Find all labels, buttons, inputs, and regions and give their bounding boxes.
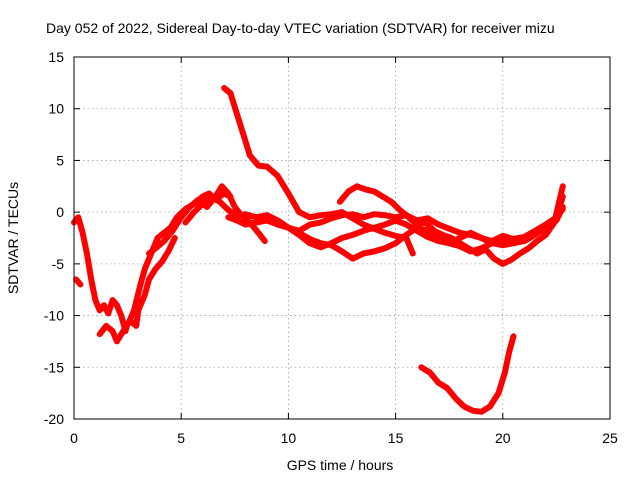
x-axis-tick-labels: 0 5 10 15 20 25 xyxy=(70,430,618,446)
x-tick-label: 5 xyxy=(177,430,185,446)
y-tick-label: -5 xyxy=(52,256,65,272)
series-arc-8 xyxy=(225,204,566,262)
x-tick-label: 20 xyxy=(495,430,511,446)
series-arc-11 xyxy=(418,333,517,415)
series-arc-7 xyxy=(221,85,416,257)
x-tick-label: 25 xyxy=(602,430,618,446)
plot-frame xyxy=(73,56,611,420)
x-tick-label: 15 xyxy=(388,430,404,446)
series-arc-1 xyxy=(71,214,131,335)
series-arc-3 xyxy=(96,235,178,345)
series-arc-10 xyxy=(336,183,566,267)
y-tick-label: -10 xyxy=(44,308,64,324)
y-tick-label: 10 xyxy=(48,101,64,117)
y-tick-label: 15 xyxy=(48,49,64,65)
y-axis-label: SDTVAR / TECUs xyxy=(5,182,21,294)
axis-ticks xyxy=(73,56,611,420)
y-tick-label: 0 xyxy=(56,204,64,220)
series-arc-6 xyxy=(182,193,566,245)
chart-title: Day 052 of 2022, Sidereal Day-to-day VTE… xyxy=(46,20,555,36)
x-tick-label: 0 xyxy=(70,430,78,446)
series-arc-2 xyxy=(73,276,84,288)
y-tick-label: 5 xyxy=(56,152,64,168)
y-tick-label: -20 xyxy=(44,411,64,427)
series-arc-5 xyxy=(146,183,268,257)
x-tick-label: 10 xyxy=(281,430,297,446)
series-arc-9 xyxy=(285,193,566,251)
y-tick-label: -15 xyxy=(44,359,64,375)
y-axis-tick-labels: -20 -15 -10 -5 0 5 10 15 xyxy=(44,49,64,427)
data-series xyxy=(71,85,566,415)
x-axis-label: GPS time / hours xyxy=(287,457,394,473)
